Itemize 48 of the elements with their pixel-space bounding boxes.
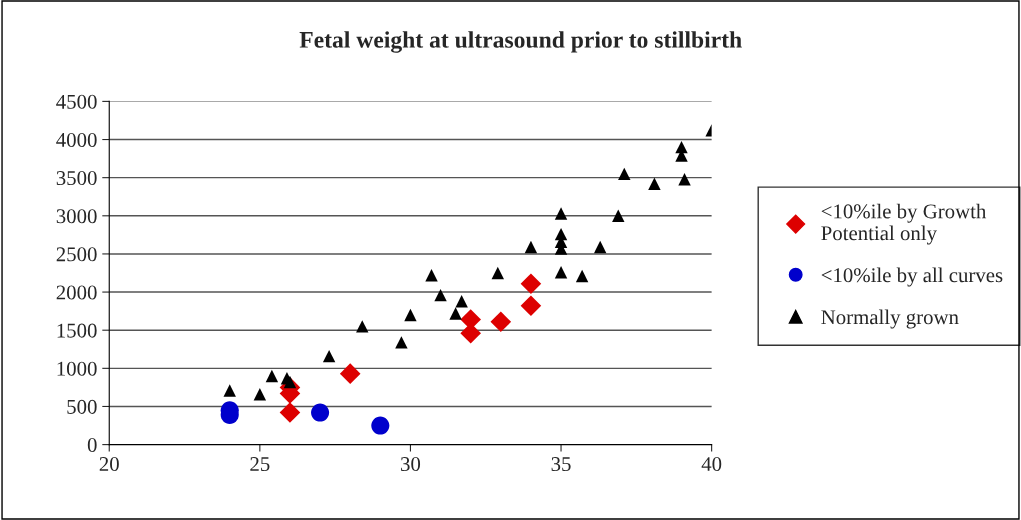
point <box>491 266 504 280</box>
point <box>279 402 301 423</box>
x-tick-label: 40 <box>701 457 722 472</box>
point <box>339 363 361 384</box>
y-tick-label: 3500 <box>56 171 97 186</box>
point <box>223 384 236 397</box>
point <box>554 207 568 220</box>
y-tick-label: 3000 <box>56 209 97 224</box>
y-tick-label: 1000 <box>57 361 97 376</box>
y-tick-label: 0 <box>87 437 97 453</box>
point <box>575 269 589 283</box>
point <box>612 209 625 223</box>
legend-label: <10%ile by Growth Potential only <box>821 203 987 245</box>
point <box>490 311 512 333</box>
x-tick-label: 20 <box>99 457 119 472</box>
chart-title: Fetal weight at ultrasound prior to stillbirth <box>299 31 742 53</box>
point <box>395 336 408 349</box>
point <box>520 295 542 317</box>
legend-label: <10%ile by all curves <box>821 267 1003 287</box>
x-tick-label: 25 <box>250 457 270 472</box>
x-tick-label: 35 <box>551 457 571 472</box>
point <box>311 403 330 422</box>
point <box>356 320 369 333</box>
point <box>554 266 568 279</box>
y-tick-label: 4500 <box>56 94 97 109</box>
x-tick-label: 30 <box>401 457 421 472</box>
point <box>618 167 631 181</box>
point <box>265 369 279 383</box>
point <box>371 416 390 435</box>
point <box>449 307 462 320</box>
point <box>455 295 468 308</box>
point <box>593 240 607 254</box>
point <box>283 375 297 389</box>
y-tick-label: 1500 <box>57 323 97 338</box>
point <box>253 388 267 401</box>
point <box>322 349 336 363</box>
legend-label: Normally grown <box>821 309 959 329</box>
point <box>678 172 691 186</box>
y-tick-label: 500 <box>67 399 97 414</box>
point <box>648 177 661 190</box>
point <box>404 308 417 322</box>
y-tick-label: 2000 <box>56 285 97 300</box>
point <box>434 288 447 302</box>
point <box>425 269 438 282</box>
y-tick-label: 4000 <box>56 132 97 147</box>
point <box>520 273 542 294</box>
point <box>524 240 538 254</box>
y-tick-label: 2500 <box>56 247 97 262</box>
